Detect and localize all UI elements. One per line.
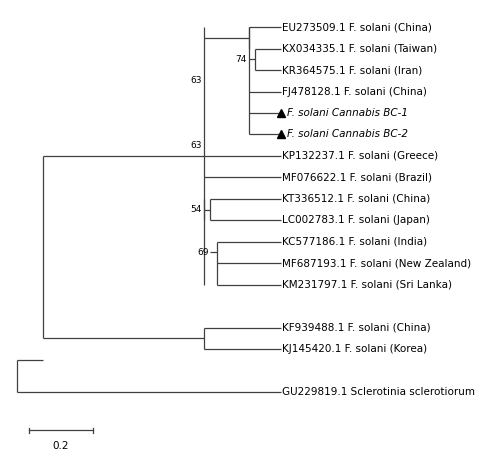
Text: KF939488.1 F. solani (China): KF939488.1 F. solani (China) <box>282 323 431 333</box>
Text: MF687193.1 F. solani (New Zealand): MF687193.1 F. solani (New Zealand) <box>282 258 472 268</box>
Text: 74: 74 <box>236 55 247 64</box>
Text: KR364575.1 F. solani (Iran): KR364575.1 F. solani (Iran) <box>282 65 422 75</box>
Text: KX034335.1 F. solani (Taiwan): KX034335.1 F. solani (Taiwan) <box>282 44 438 54</box>
Text: KC577186.1 F. solani (India): KC577186.1 F. solani (India) <box>282 237 428 247</box>
Text: KT336512.1 F. solani (China): KT336512.1 F. solani (China) <box>282 194 430 204</box>
Text: EU273509.1 F. solani (China): EU273509.1 F. solani (China) <box>282 22 432 32</box>
Text: 63: 63 <box>190 76 202 85</box>
Text: KP132237.1 F. solani (Greece): KP132237.1 F. solani (Greece) <box>282 151 438 161</box>
Text: FJ478128.1 F. solani (China): FJ478128.1 F. solani (China) <box>282 86 427 96</box>
Text: 63: 63 <box>190 141 202 150</box>
Text: MF076622.1 F. solani (Brazil): MF076622.1 F. solani (Brazil) <box>282 172 432 182</box>
Text: F. solani Cannabis BC-1: F. solani Cannabis BC-1 <box>287 108 408 118</box>
Text: GU229819.1 Sclerotinia sclerotiorum: GU229819.1 Sclerotinia sclerotiorum <box>282 387 476 397</box>
Text: F. solani Cannabis BC-2: F. solani Cannabis BC-2 <box>287 129 408 139</box>
Text: LC002783.1 F. solani (Japan): LC002783.1 F. solani (Japan) <box>282 215 430 225</box>
Text: 0.2: 0.2 <box>52 441 69 451</box>
Text: KJ145420.1 F. solani (Korea): KJ145420.1 F. solani (Korea) <box>282 344 428 354</box>
Text: KM231797.1 F. solani (Sri Lanka): KM231797.1 F. solani (Sri Lanka) <box>282 280 452 289</box>
Text: 69: 69 <box>197 248 208 257</box>
Text: 54: 54 <box>190 205 202 214</box>
